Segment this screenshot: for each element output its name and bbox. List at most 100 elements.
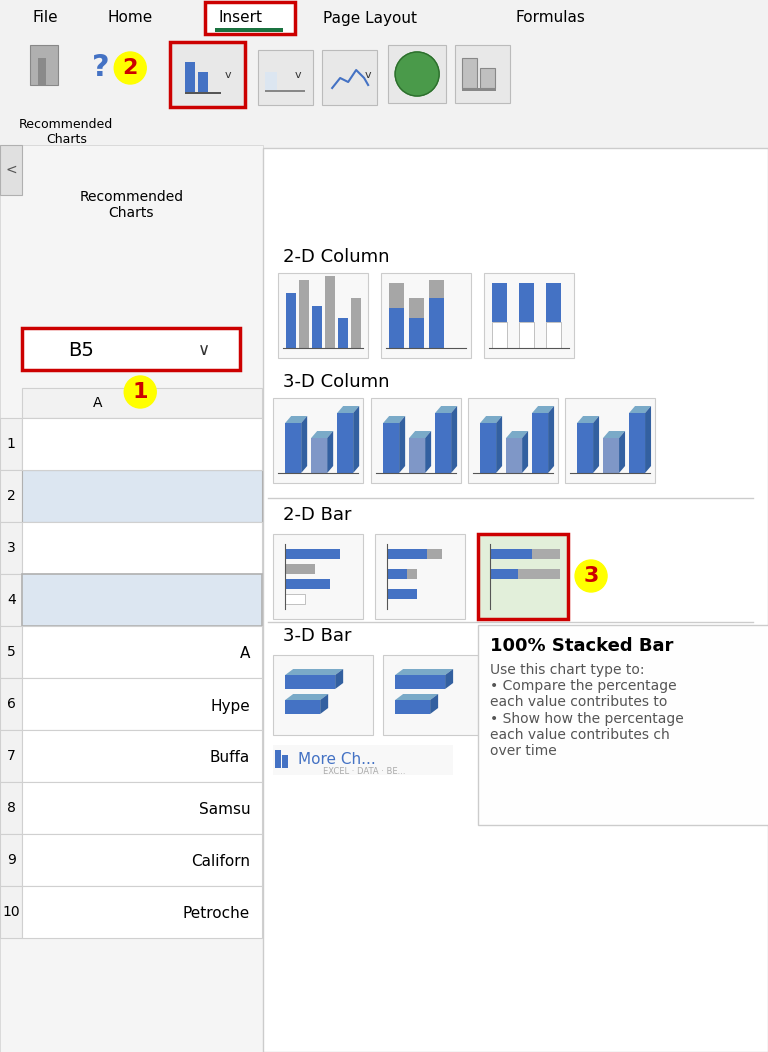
- Bar: [387, 549, 427, 559]
- Text: 9: 9: [7, 853, 15, 867]
- Text: ∨: ∨: [198, 341, 210, 359]
- Bar: [396, 675, 445, 689]
- Bar: [427, 549, 442, 559]
- Polygon shape: [532, 406, 554, 413]
- Bar: [286, 294, 296, 348]
- Bar: [0, 145, 263, 1052]
- Bar: [383, 655, 483, 735]
- Bar: [273, 398, 363, 483]
- Bar: [338, 318, 348, 348]
- Bar: [325, 276, 335, 348]
- Text: Californ: Californ: [191, 854, 250, 870]
- Polygon shape: [619, 431, 625, 473]
- Bar: [22, 626, 262, 677]
- Text: 3: 3: [584, 566, 599, 586]
- Bar: [429, 298, 444, 348]
- Bar: [629, 413, 645, 473]
- Bar: [22, 328, 240, 370]
- Bar: [22, 677, 262, 730]
- Bar: [490, 549, 532, 559]
- Text: 1: 1: [7, 437, 15, 451]
- Polygon shape: [320, 694, 328, 714]
- Text: Samsu: Samsu: [199, 803, 250, 817]
- Bar: [0, 782, 22, 834]
- Bar: [0, 0, 768, 32]
- Bar: [383, 423, 399, 473]
- Bar: [278, 274, 368, 358]
- Bar: [285, 423, 301, 473]
- Text: 2: 2: [7, 489, 15, 503]
- Text: EXCEL · DATA · BE...: EXCEL · DATA · BE...: [323, 767, 406, 776]
- Text: Recommended
Charts: Recommended Charts: [79, 190, 184, 220]
- Bar: [265, 90, 305, 92]
- Bar: [478, 625, 768, 825]
- Polygon shape: [506, 431, 528, 438]
- Polygon shape: [383, 416, 406, 423]
- Bar: [518, 569, 560, 579]
- Text: A: A: [240, 647, 250, 662]
- Bar: [381, 274, 471, 358]
- Bar: [371, 398, 461, 483]
- Bar: [546, 322, 561, 348]
- Polygon shape: [353, 406, 359, 473]
- Bar: [532, 549, 560, 559]
- Bar: [205, 2, 295, 34]
- Polygon shape: [396, 694, 438, 700]
- Bar: [484, 274, 574, 358]
- Text: v: v: [225, 70, 231, 80]
- Bar: [273, 534, 363, 619]
- Bar: [170, 42, 245, 107]
- Bar: [273, 655, 373, 735]
- Bar: [0, 834, 22, 886]
- Text: 3-D Column: 3-D Column: [283, 373, 389, 391]
- Bar: [478, 534, 568, 619]
- Bar: [0, 0, 768, 145]
- Bar: [490, 569, 518, 579]
- Bar: [0, 522, 22, 574]
- Polygon shape: [445, 669, 453, 689]
- Bar: [435, 413, 451, 473]
- Text: File: File: [32, 11, 58, 25]
- Text: Hype: Hype: [210, 699, 250, 713]
- Polygon shape: [577, 416, 599, 423]
- Bar: [258, 50, 313, 105]
- Text: Formulas: Formulas: [515, 11, 585, 25]
- Bar: [265, 72, 277, 92]
- Bar: [480, 423, 496, 473]
- Text: 7: 7: [7, 749, 15, 763]
- Bar: [387, 569, 407, 579]
- Text: v: v: [295, 70, 302, 80]
- Bar: [185, 62, 195, 92]
- Circle shape: [396, 52, 439, 96]
- Polygon shape: [451, 406, 457, 473]
- Circle shape: [575, 560, 607, 592]
- Bar: [375, 534, 465, 619]
- Bar: [492, 283, 507, 322]
- Polygon shape: [480, 416, 502, 423]
- Bar: [22, 886, 262, 938]
- Polygon shape: [430, 694, 438, 714]
- Bar: [282, 755, 288, 768]
- Bar: [311, 438, 327, 473]
- Bar: [38, 58, 46, 85]
- Text: ?: ?: [91, 54, 109, 82]
- Polygon shape: [548, 406, 554, 473]
- Bar: [409, 318, 424, 348]
- Bar: [455, 45, 510, 103]
- Bar: [0, 145, 22, 195]
- Polygon shape: [496, 416, 502, 473]
- Polygon shape: [522, 431, 528, 473]
- Bar: [49, 65, 58, 85]
- Polygon shape: [311, 431, 333, 438]
- Bar: [263, 148, 768, 1052]
- Bar: [285, 594, 305, 604]
- Text: 6: 6: [7, 697, 15, 711]
- Text: 2-D Bar: 2-D Bar: [283, 506, 352, 524]
- Bar: [577, 423, 593, 473]
- Bar: [198, 72, 208, 92]
- Bar: [337, 413, 353, 473]
- Bar: [387, 589, 417, 599]
- Bar: [275, 750, 281, 768]
- Polygon shape: [285, 416, 307, 423]
- Bar: [285, 700, 320, 714]
